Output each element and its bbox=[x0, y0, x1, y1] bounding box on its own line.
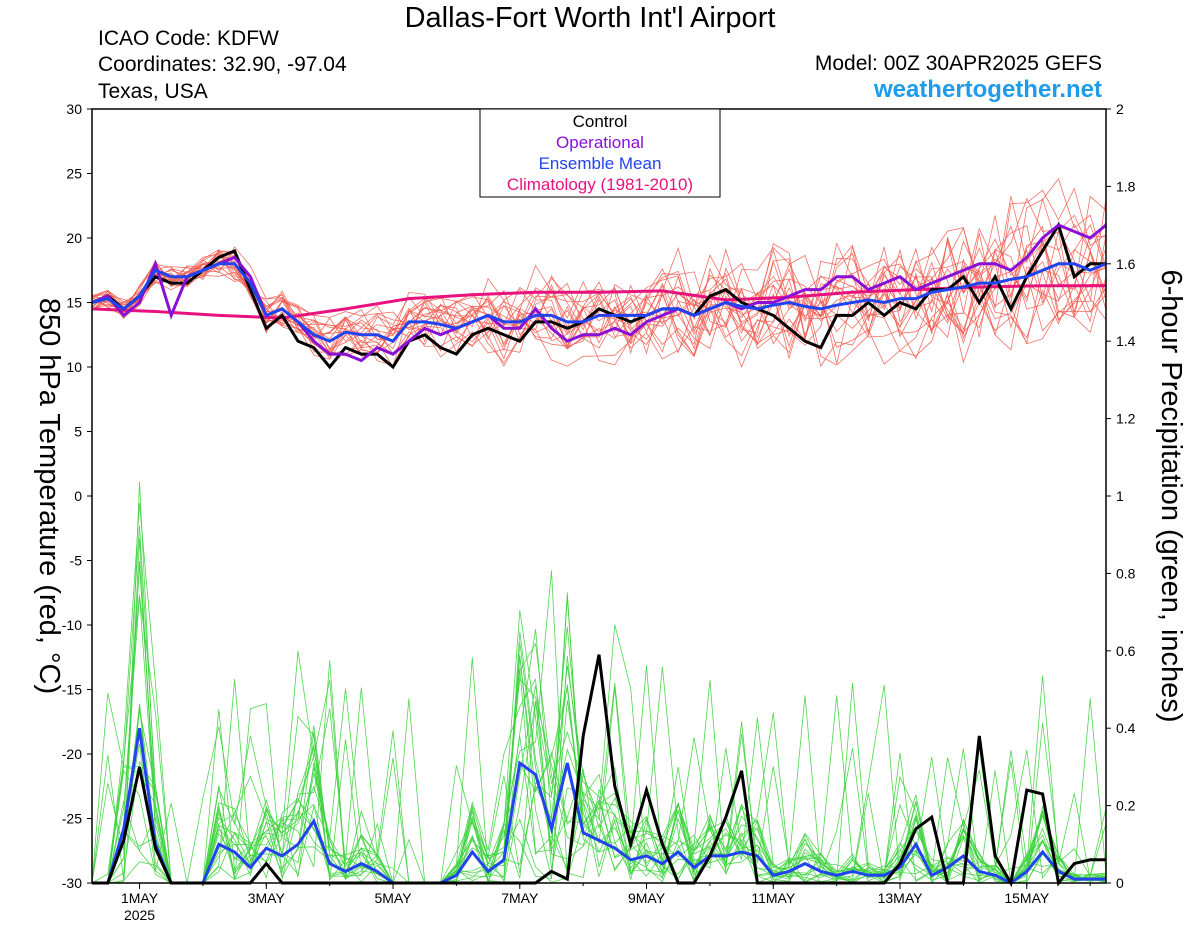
region: Texas, USA bbox=[98, 80, 208, 103]
plot-frame bbox=[91, 108, 1107, 884]
right-tick-label: 0.4 bbox=[1116, 720, 1136, 736]
control-precip-line bbox=[92, 654, 1106, 888]
member-precip-line bbox=[92, 538, 1107, 884]
left-tick-label: -20 bbox=[62, 746, 82, 762]
member-precip-line bbox=[92, 503, 1107, 884]
member-precip-line bbox=[92, 629, 1107, 884]
control-temp-line bbox=[91, 221, 1106, 370]
x-tick-label: 9MAY bbox=[628, 890, 666, 906]
member-precip-line bbox=[92, 631, 1107, 884]
member-precip-line bbox=[92, 650, 1107, 884]
left-tick-label: -5 bbox=[70, 553, 83, 569]
right-tick-label: 0.2 bbox=[1116, 798, 1136, 814]
right-tick-label: 0.8 bbox=[1116, 565, 1136, 581]
right-axis-title: 6-hour Precipitation (green, inches) bbox=[1155, 270, 1187, 723]
coordinates: Coordinates: 32.90, -97.04 bbox=[98, 53, 347, 76]
right-tick-label: 1.6 bbox=[1116, 256, 1136, 272]
mean-precip-line bbox=[92, 727, 1106, 885]
left-tick-label: 20 bbox=[66, 230, 82, 246]
right-tick-label: 1.2 bbox=[1116, 411, 1136, 427]
icao-code: ICAO Code: KDFW bbox=[98, 27, 279, 50]
member-precip-line bbox=[92, 596, 1107, 884]
member-precip-line bbox=[92, 525, 1107, 884]
legend-climatology: Climatology (1981-2010) bbox=[507, 175, 693, 194]
right-tick-label: 2 bbox=[1116, 101, 1124, 117]
right-tick-label: 1.8 bbox=[1116, 178, 1136, 194]
left-tick-label: 30 bbox=[66, 101, 82, 117]
x-tick-sublabel: 2025 bbox=[124, 907, 155, 923]
x-tick-label: 5MAY bbox=[374, 890, 412, 906]
right-tick-label: 1 bbox=[1116, 488, 1124, 504]
left-tick-label: 10 bbox=[66, 359, 82, 375]
left-tick-label: 0 bbox=[74, 488, 82, 504]
right-tick-label: 0 bbox=[1116, 875, 1124, 891]
legend-box bbox=[479, 108, 721, 198]
member-precip-line bbox=[91, 594, 1107, 884]
x-tick-label: 7MAY bbox=[501, 890, 539, 906]
left-axis-title: 850 hPa Temperature (red, °C) bbox=[33, 298, 65, 694]
legend: Control Operational Ensemble Mean Climat… bbox=[479, 108, 721, 198]
left-tick-label: -25 bbox=[62, 811, 82, 827]
member-precip-line bbox=[92, 597, 1107, 884]
model-run: Model: 00Z 30APR2025 GEFS bbox=[814, 52, 1102, 75]
right-tick-label: 0.6 bbox=[1116, 643, 1136, 659]
site-name: weathertogether.net bbox=[873, 76, 1102, 103]
legend-operational: Operational bbox=[556, 133, 644, 152]
member-temp-line bbox=[91, 178, 1107, 367]
legend-control: Control bbox=[573, 112, 628, 131]
legend-ensemble-mean: Ensemble Mean bbox=[539, 154, 662, 173]
x-tick-label: 11MAY bbox=[751, 890, 795, 906]
member-precip-line bbox=[91, 481, 1107, 884]
left-tick-label: 5 bbox=[74, 424, 82, 440]
page-title: Dallas-Fort Worth Int'l Airport bbox=[404, 2, 776, 34]
right-axis: 2 1.8 1.6 1.4 1.2 1 0.8 0.6 0.4 0.2 0 bbox=[1106, 101, 1136, 891]
right-tick-label: 1.4 bbox=[1116, 333, 1136, 349]
left-tick-label: 15 bbox=[66, 295, 82, 311]
x-tick-label: 15MAY bbox=[1004, 890, 1050, 906]
left-tick-label: 25 bbox=[66, 166, 82, 182]
x-tick-label: 3MAY bbox=[248, 890, 286, 906]
left-tick-label: -30 bbox=[62, 875, 82, 891]
left-axis: 30 25 20 15 10 5 0 -5 -10 -15 -20 -25 -30 bbox=[62, 101, 92, 891]
mean-temp-line bbox=[91, 262, 1107, 344]
main-series bbox=[91, 221, 1107, 888]
x-tick-label: 13MAY bbox=[878, 890, 924, 906]
left-tick-label: -10 bbox=[62, 617, 82, 633]
x-tick-label: 1MAY bbox=[121, 890, 159, 906]
left-tick-label: -15 bbox=[62, 682, 82, 698]
